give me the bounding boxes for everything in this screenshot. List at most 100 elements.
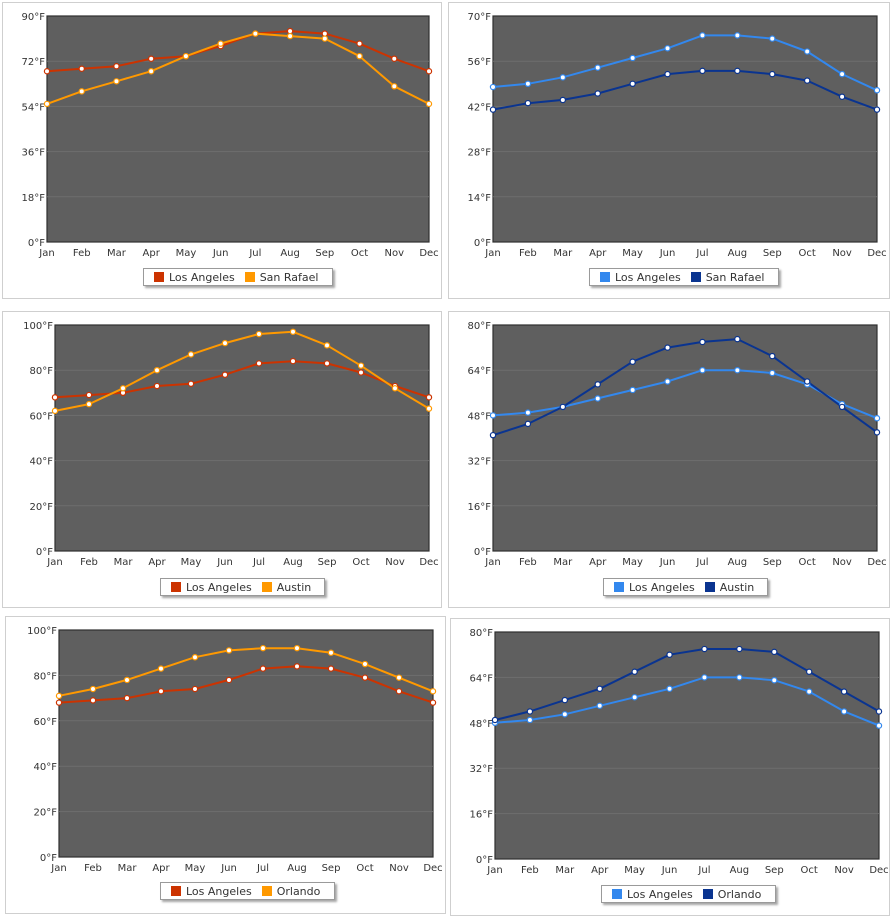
data-point-los-angeles[interactable] xyxy=(356,40,363,47)
data-point-san-rafael[interactable] xyxy=(425,100,433,108)
data-point-san-rafael[interactable] xyxy=(873,106,881,113)
legend-item-los-angeles[interactable]: Los Angeles xyxy=(171,885,252,898)
data-point-los-angeles[interactable] xyxy=(769,369,776,377)
data-point-los-angeles[interactable] xyxy=(391,55,398,62)
data-point-austin[interactable] xyxy=(119,385,127,392)
legend-item-austin[interactable]: Austin xyxy=(704,581,754,594)
data-point-san-rafael[interactable] xyxy=(699,67,706,75)
data-point-austin[interactable] xyxy=(873,429,881,436)
data-point-los-angeles[interactable] xyxy=(699,32,706,39)
data-point-los-angeles[interactable] xyxy=(803,48,811,55)
data-point-orlando[interactable] xyxy=(55,692,63,700)
data-point-orlando[interactable] xyxy=(327,649,335,656)
data-point-los-angeles[interactable] xyxy=(873,87,881,94)
data-point-los-angeles[interactable] xyxy=(187,380,195,387)
data-point-orlando[interactable] xyxy=(840,688,848,695)
data-point-orlando[interactable] xyxy=(89,685,97,693)
data-point-austin[interactable] xyxy=(153,367,161,374)
data-point-los-angeles[interactable] xyxy=(664,378,671,385)
data-point-austin[interactable] xyxy=(187,351,195,358)
data-point-austin[interactable] xyxy=(664,344,671,351)
data-point-san-rafael[interactable] xyxy=(147,68,155,75)
data-point-los-angeles[interactable] xyxy=(840,708,848,715)
data-point-orlando[interactable] xyxy=(666,651,673,658)
data-point-los-angeles[interactable] xyxy=(361,674,369,681)
legend-item-austin[interactable]: Austin xyxy=(261,581,311,594)
data-point-austin[interactable] xyxy=(769,352,776,360)
data-point-los-angeles[interactable] xyxy=(489,83,497,91)
data-point-san-rafael[interactable] xyxy=(594,90,601,97)
data-point-san-rafael[interactable] xyxy=(217,40,224,47)
data-point-orlando[interactable] xyxy=(596,685,603,692)
data-point-los-angeles[interactable] xyxy=(629,386,636,394)
data-point-austin[interactable] xyxy=(391,385,399,392)
data-point-san-rafael[interactable] xyxy=(43,100,51,108)
data-point-los-angeles[interactable] xyxy=(489,412,497,419)
data-point-orlando[interactable] xyxy=(526,708,534,715)
data-point-los-angeles[interactable] xyxy=(526,716,534,724)
data-point-orlando[interactable] xyxy=(293,644,301,652)
data-point-los-angeles[interactable] xyxy=(524,409,532,416)
data-point-orlando[interactable] xyxy=(259,644,267,652)
data-point-los-angeles[interactable] xyxy=(147,55,155,62)
data-point-san-rafael[interactable] xyxy=(391,83,398,90)
data-point-san-rafael[interactable] xyxy=(252,30,259,37)
data-point-austin[interactable] xyxy=(289,328,297,335)
data-point-austin[interactable] xyxy=(803,378,811,385)
data-point-san-rafael[interactable] xyxy=(629,80,636,88)
data-point-los-angeles[interactable] xyxy=(85,391,93,399)
data-point-orlando[interactable] xyxy=(805,668,813,675)
data-point-los-angeles[interactable] xyxy=(191,685,199,693)
data-point-orlando[interactable] xyxy=(561,696,569,704)
data-point-san-rafael[interactable] xyxy=(664,70,671,78)
data-point-san-rafael[interactable] xyxy=(838,93,846,100)
data-point-los-angeles[interactable] xyxy=(838,70,846,78)
data-point-austin[interactable] xyxy=(255,330,263,338)
data-point-los-angeles[interactable] xyxy=(89,697,97,704)
data-point-austin[interactable] xyxy=(51,407,59,415)
legend-item-san-rafael[interactable]: San Rafael xyxy=(690,271,764,284)
data-point-austin[interactable] xyxy=(838,403,846,411)
data-point-austin[interactable] xyxy=(524,420,532,428)
legend-item-orlando[interactable]: Orlando xyxy=(261,885,320,898)
data-point-austin[interactable] xyxy=(594,381,601,388)
data-point-los-angeles[interactable] xyxy=(293,663,301,670)
data-point-austin[interactable] xyxy=(323,342,331,349)
data-point-los-angeles[interactable] xyxy=(873,415,881,422)
data-point-san-rafael[interactable] xyxy=(803,77,811,84)
data-point-los-angeles[interactable] xyxy=(425,394,433,401)
legend-item-los-angeles[interactable]: Los Angeles xyxy=(614,581,695,594)
data-point-los-angeles[interactable] xyxy=(734,32,741,39)
legend-item-orlando[interactable]: Orlando xyxy=(702,888,761,901)
data-point-los-angeles[interactable] xyxy=(323,360,331,367)
legend-item-los-angeles[interactable]: Los Angeles xyxy=(600,271,681,284)
legend-item-los-angeles[interactable]: Los Angeles xyxy=(612,888,693,901)
data-point-austin[interactable] xyxy=(489,431,497,439)
data-point-orlando[interactable] xyxy=(395,674,403,681)
data-point-orlando[interactable] xyxy=(736,645,743,653)
data-point-los-angeles[interactable] xyxy=(736,674,743,681)
data-point-san-rafael[interactable] xyxy=(489,106,497,113)
data-point-los-angeles[interactable] xyxy=(425,68,433,75)
data-point-orlando[interactable] xyxy=(875,708,883,715)
data-point-orlando[interactable] xyxy=(157,665,165,672)
data-point-los-angeles[interactable] xyxy=(631,694,638,701)
data-point-los-angeles[interactable] xyxy=(289,357,297,365)
data-point-los-angeles[interactable] xyxy=(259,665,267,672)
data-point-san-rafael[interactable] xyxy=(356,52,363,60)
data-point-los-angeles[interactable] xyxy=(153,382,161,390)
legend-item-los-angeles[interactable]: Los Angeles xyxy=(171,581,252,594)
data-point-los-angeles[interactable] xyxy=(321,30,329,37)
data-point-orlando[interactable] xyxy=(631,668,638,675)
data-point-orlando[interactable] xyxy=(225,647,233,654)
data-point-san-rafael[interactable] xyxy=(78,88,85,95)
data-point-los-angeles[interactable] xyxy=(123,694,131,702)
data-point-austin[interactable] xyxy=(629,358,636,365)
data-point-los-angeles[interactable] xyxy=(561,711,569,718)
data-point-orlando[interactable] xyxy=(771,648,778,656)
data-point-austin[interactable] xyxy=(734,335,741,343)
data-point-los-angeles[interactable] xyxy=(327,665,335,672)
data-point-los-angeles[interactable] xyxy=(225,676,233,684)
data-point-los-angeles[interactable] xyxy=(395,688,403,695)
data-point-san-rafael[interactable] xyxy=(182,52,190,60)
